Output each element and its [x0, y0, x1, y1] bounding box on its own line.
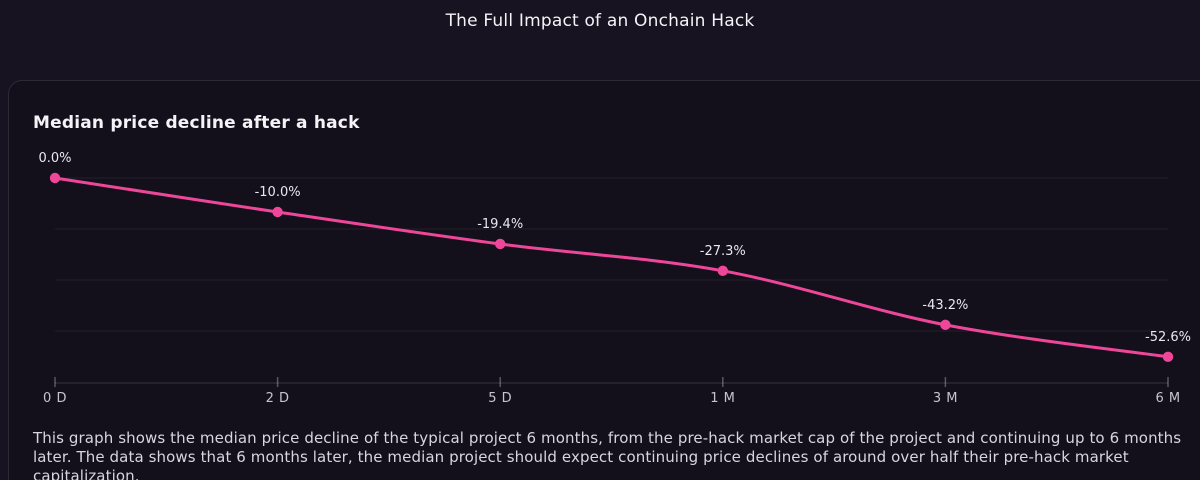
point-label: -27.3%: [699, 243, 746, 259]
data-point: [495, 238, 506, 250]
point-label: -43.2%: [922, 297, 969, 313]
chart-description: This graph shows the median price declin…: [33, 429, 1182, 480]
data-point: [1162, 351, 1174, 363]
line-chart: 0.0% -10.0% -19.4% -27.3% -43.2% -52.6% 0 D 2 D…: [9, 81, 1200, 480]
x-axis-label: 2 D: [265, 391, 290, 406]
data-point: [272, 206, 283, 218]
chart-card: Median price decline after a hack 0.0% -1…: [8, 80, 1200, 480]
data-point: [940, 319, 951, 331]
x-axis-label: 0 D: [43, 391, 67, 406]
chart-title: Median price decline after a hack: [33, 113, 360, 133]
point-label: -52.6%: [1145, 329, 1191, 345]
data-point: [49, 172, 61, 184]
page-title: The Full Impact of an Onchain Hack: [445, 11, 755, 31]
x-axis-label: 5 D: [488, 391, 513, 406]
chart-canvas: [49, 172, 1174, 387]
point-label: 0.0%: [38, 151, 72, 166]
decline-line: [53, 176, 1170, 359]
point-label: -10.0%: [254, 185, 301, 200]
x-axis-label: 6 M: [1155, 391, 1181, 406]
x-axis-label: 1 M: [710, 391, 736, 406]
x-axis-label: 3 M: [932, 391, 958, 406]
data-point: [717, 265, 728, 277]
point-label: -19.4%: [477, 216, 524, 232]
